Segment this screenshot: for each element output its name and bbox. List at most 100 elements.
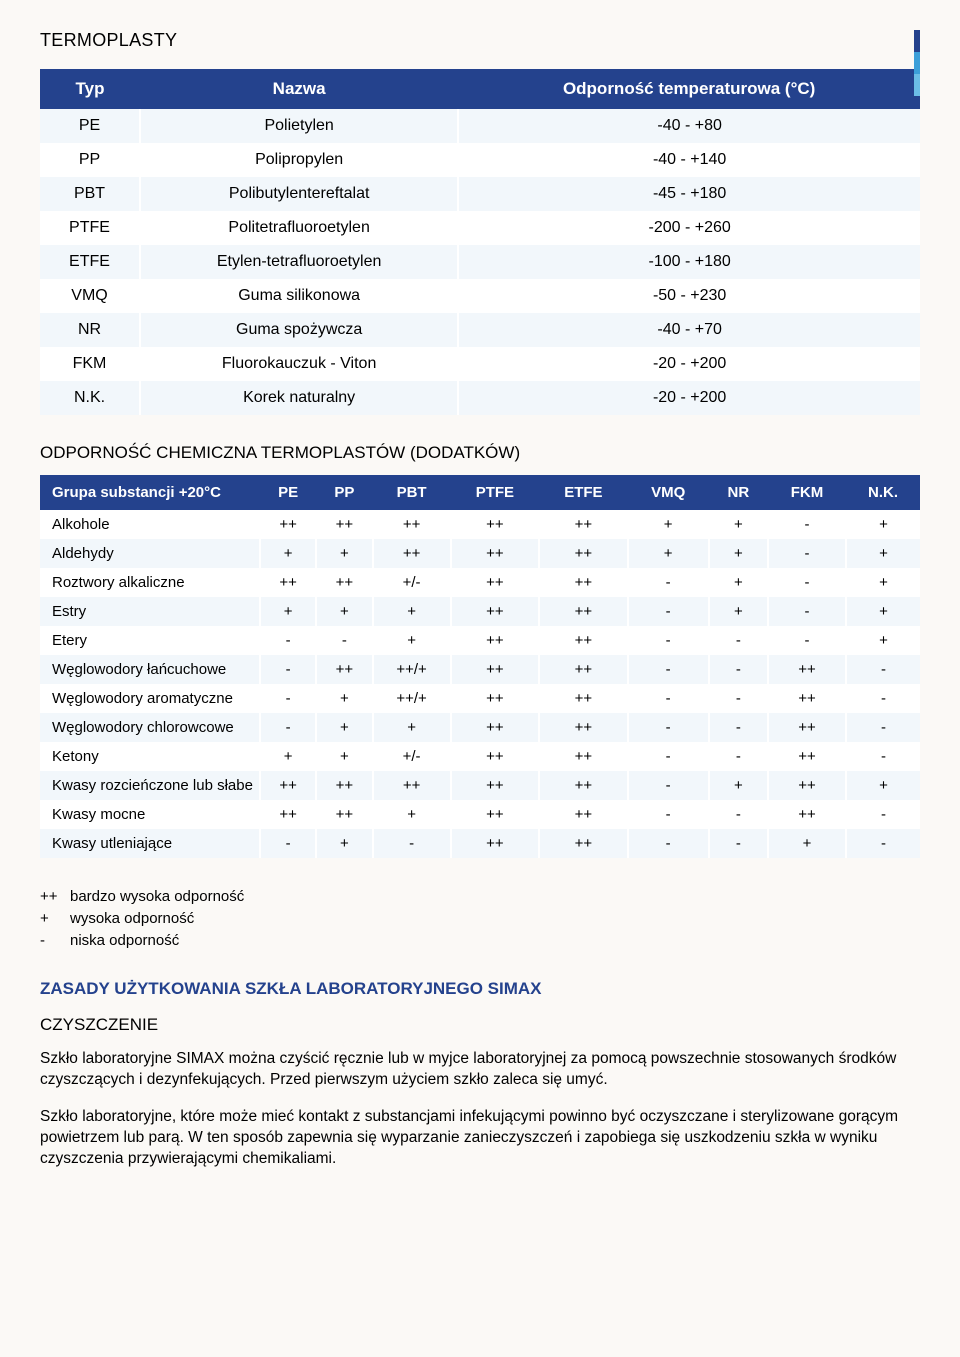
- table-cell: Polipropylen: [140, 143, 458, 177]
- legend-symbol: ++: [40, 886, 70, 908]
- table-cell: FKM: [40, 347, 140, 381]
- table-cell: +: [846, 539, 920, 568]
- table-cell: PP: [40, 143, 140, 177]
- table-cell: -: [628, 568, 709, 597]
- table-cell: +: [373, 713, 451, 742]
- table-cell: -: [768, 597, 846, 626]
- table-row: VMQGuma silikonowa-50 - +230: [40, 279, 920, 313]
- table-row: Alkohole++++++++++++-+: [40, 510, 920, 539]
- table-header-cell: PE: [260, 475, 316, 510]
- table-cell: ++: [539, 713, 627, 742]
- table-cell: +: [628, 539, 709, 568]
- table-cell: -45 - +180: [458, 177, 920, 211]
- table-cell: -: [373, 829, 451, 858]
- table-cell: +: [846, 626, 920, 655]
- table-row: Etery--+++++---+: [40, 626, 920, 655]
- table-row: N.K.Korek naturalny-20 - +200: [40, 381, 920, 415]
- table-cell: -: [628, 800, 709, 829]
- table-cell: Guma spożywcza: [140, 313, 458, 347]
- table-cell: NR: [40, 313, 140, 347]
- table-row: PPPolipropylen-40 - +140: [40, 143, 920, 177]
- table-cell: PE: [40, 109, 140, 143]
- table-cell: VMQ: [40, 279, 140, 313]
- table-row: ETFEEtylen-tetrafluoroetylen-100 - +180: [40, 245, 920, 279]
- legend-block: ++bardzo wysoka odporność+wysoka odporno…: [40, 886, 920, 951]
- table-header-cell: PP: [316, 475, 372, 510]
- table-header-cell: PTFE: [451, 475, 539, 510]
- table-header-cell: FKM: [768, 475, 846, 510]
- table-header-cell: NR: [709, 475, 768, 510]
- table-header-cell: Nazwa: [140, 69, 458, 109]
- table-cell: PBT: [40, 177, 140, 211]
- table-cell: Węglowodory łańcuchowe: [40, 655, 260, 684]
- table-cell: +: [709, 539, 768, 568]
- table-row: Ketony+++/-++++--++-: [40, 742, 920, 771]
- table-cell: Węglowodory chlorowcowe: [40, 713, 260, 742]
- table-cell: Ketony: [40, 742, 260, 771]
- table-cell: +: [709, 510, 768, 539]
- table-cell: -: [260, 713, 316, 742]
- table-odpornosc: Grupa substancji +20°CPEPPPBTPTFEETFEVMQ…: [40, 475, 920, 858]
- table-cell: Polietylen: [140, 109, 458, 143]
- table-cell: -: [628, 829, 709, 858]
- table-termoplasty: TypNazwaOdporność temperaturowa (°C) PEP…: [40, 69, 920, 415]
- table-row: Kwasy utleniające-+-++++--+-: [40, 829, 920, 858]
- table-cell: -: [628, 684, 709, 713]
- table-cell: +: [846, 568, 920, 597]
- table-row: Węglowodory aromatyczne-+++/+++++--++-: [40, 684, 920, 713]
- table-cell: -: [846, 742, 920, 771]
- table-cell: ++: [451, 597, 539, 626]
- table-cell: -: [260, 655, 316, 684]
- table-cell: ++: [260, 800, 316, 829]
- paragraph-1: Szkło laboratoryjne SIMAX można czyścić …: [40, 1049, 920, 1091]
- table-cell: -20 - +200: [458, 347, 920, 381]
- table-cell: ++: [768, 684, 846, 713]
- table-cell: ++: [451, 539, 539, 568]
- table-cell: -: [768, 568, 846, 597]
- legend-symbol: -: [40, 930, 70, 952]
- table-cell: Węglowodory aromatyczne: [40, 684, 260, 713]
- subsection-title-chemiczna: ODPORNOŚĆ CHEMICZNA TERMOPLASTÓW (DODATK…: [40, 443, 920, 463]
- heading-zasady: ZASADY UŻYTKOWANIA SZKŁA LABORATORYJNEGO…: [40, 979, 920, 999]
- table-cell: Politetrafluoroetylen: [140, 211, 458, 245]
- table-header-cell: Grupa substancji +20°C: [40, 475, 260, 510]
- table-cell: +: [768, 829, 846, 858]
- table-cell: Etylen-tetrafluoroetylen: [140, 245, 458, 279]
- table-cell: +: [846, 510, 920, 539]
- table-cell: +: [373, 626, 451, 655]
- legend-row: +wysoka odporność: [40, 908, 920, 930]
- table-cell: -: [709, 684, 768, 713]
- table-cell: +: [316, 597, 372, 626]
- section-title-termoplasty: TERMOPLASTY: [40, 30, 920, 51]
- table-cell: -: [846, 800, 920, 829]
- table-cell: PTFE: [40, 211, 140, 245]
- table-row: Kwasy rozcieńczone lub słabe++++++++++-+…: [40, 771, 920, 800]
- table-cell: ++: [373, 771, 451, 800]
- table-cell: ++: [539, 771, 627, 800]
- table-row: PBTPolibutylentereftalat-45 - +180: [40, 177, 920, 211]
- table-cell: Etery: [40, 626, 260, 655]
- table-cell: +: [709, 597, 768, 626]
- table-header-cell: PBT: [373, 475, 451, 510]
- table-cell: -: [846, 655, 920, 684]
- table-cell: -: [768, 510, 846, 539]
- table-cell: -: [260, 626, 316, 655]
- legend-text: niska odporność: [70, 930, 179, 952]
- table-cell: -: [628, 742, 709, 771]
- table-cell: ++: [451, 626, 539, 655]
- table-row: Węglowodory łańcuchowe-++++/+++++--++-: [40, 655, 920, 684]
- table-cell: ++: [316, 568, 372, 597]
- table-cell: +: [846, 597, 920, 626]
- table-cell: -: [846, 829, 920, 858]
- table-cell: -: [709, 829, 768, 858]
- subheading-czyszczenie: CZYSZCZENIE: [40, 1015, 920, 1035]
- table-cell: ++: [768, 742, 846, 771]
- table-cell: Polibutylentereftalat: [140, 177, 458, 211]
- side-strip: [914, 30, 920, 96]
- table-cell: -: [768, 539, 846, 568]
- table-cell: ++: [451, 568, 539, 597]
- table-cell: ++: [373, 539, 451, 568]
- legend-symbol: +: [40, 908, 70, 930]
- table-cell: ++: [451, 829, 539, 858]
- table-row: Aldehydy++++++++++-+: [40, 539, 920, 568]
